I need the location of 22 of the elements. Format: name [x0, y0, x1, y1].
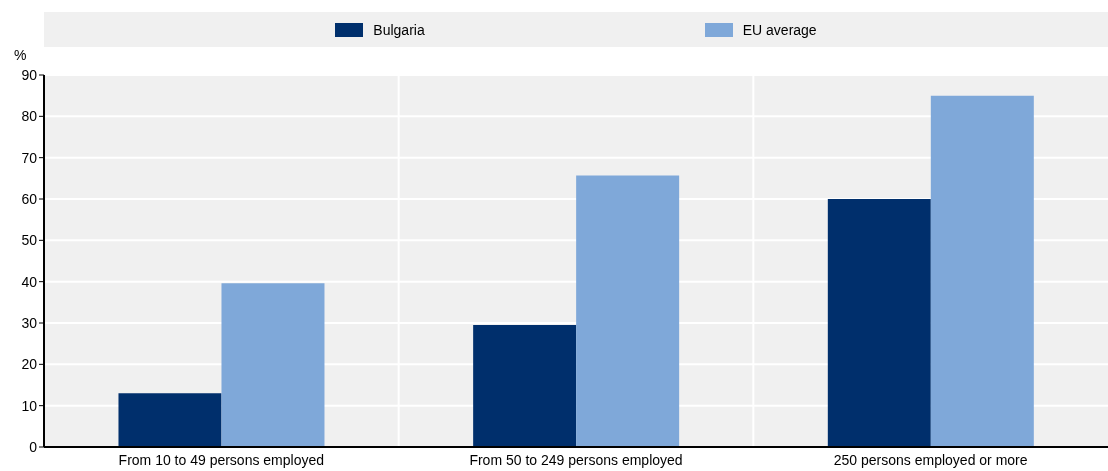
bar	[473, 325, 577, 447]
y-tick-label: 10	[21, 397, 38, 414]
legend-label: Bulgaria	[373, 21, 425, 38]
y-tick-label: 80	[21, 108, 38, 125]
x-tick-label: 250 persons employed or more	[833, 451, 1028, 468]
y-tick-label: 60	[21, 190, 38, 207]
bar	[827, 199, 931, 447]
y-axis-title: %	[14, 47, 27, 63]
bar	[576, 175, 680, 447]
bar	[221, 283, 325, 447]
y-tick-label: 40	[21, 273, 38, 290]
y-tick-label: 90	[21, 66, 38, 83]
x-tick-label: From 50 to 249 persons employed	[469, 451, 683, 468]
bar	[118, 393, 222, 447]
bar	[930, 95, 1034, 447]
y-tick-label: 0	[29, 438, 38, 455]
y-tick-label: 70	[21, 149, 38, 166]
y-tick-label: 30	[21, 314, 38, 331]
x-tick-label: From 10 to 49 persons employed	[118, 451, 325, 468]
y-tick-label: 50	[21, 232, 38, 249]
legend-label: EU average	[742, 21, 817, 38]
y-tick-label: 20	[21, 356, 38, 373]
